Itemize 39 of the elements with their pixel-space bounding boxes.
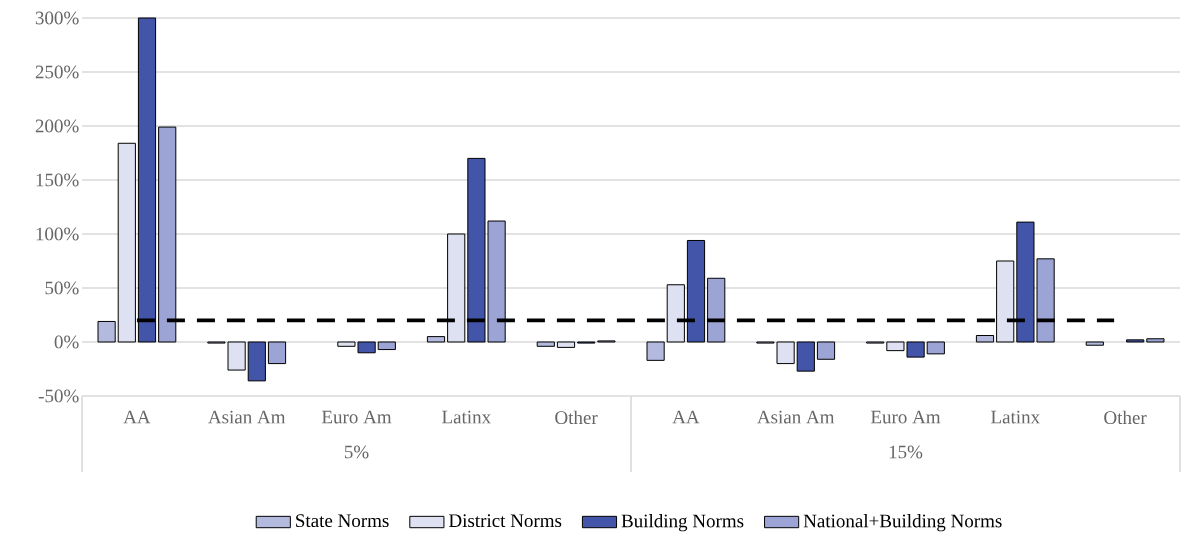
x-tick-label: Other bbox=[1104, 410, 1147, 425]
y-tick-label: 0% bbox=[54, 335, 79, 349]
x-tick-label: Asian Am bbox=[757, 410, 835, 424]
legend-label: Building Norms bbox=[621, 514, 744, 532]
x-tick-label: AA bbox=[123, 410, 151, 424]
bar bbox=[426, 336, 446, 343]
x-tick-label: AA bbox=[672, 410, 700, 424]
x-tick-label: Asian Am bbox=[208, 410, 286, 424]
bar bbox=[377, 341, 396, 351]
y-tick-label: -50% bbox=[38, 389, 79, 403]
bar bbox=[1126, 339, 1145, 343]
bar bbox=[1085, 341, 1104, 346]
legend-label: District Norms bbox=[448, 514, 562, 528]
text: 5% bbox=[344, 445, 369, 459]
bar bbox=[816, 341, 836, 360]
x-tick-label: Euro Am bbox=[870, 410, 941, 424]
bar bbox=[1146, 338, 1165, 343]
y-tick-label: 200% bbox=[35, 119, 79, 133]
bar bbox=[926, 341, 945, 355]
bar bbox=[556, 341, 576, 348]
y-tick-label: 300% bbox=[35, 11, 79, 25]
legend-label: State Norms bbox=[296, 514, 389, 528]
bar bbox=[97, 320, 116, 343]
x-tick-label: Latinx bbox=[442, 410, 491, 424]
bar bbox=[646, 341, 665, 361]
y-tick-label: 150% bbox=[36, 173, 79, 187]
bar bbox=[267, 341, 287, 365]
text: 15% bbox=[889, 445, 923, 459]
x-tick-label: Latinx bbox=[991, 410, 1040, 424]
y-tick-label: 250% bbox=[35, 65, 79, 79]
x-tick-label: Euro Am bbox=[321, 410, 392, 424]
x-tick-label: Other bbox=[555, 410, 598, 425]
legend-label: National+Building Norms bbox=[803, 514, 1002, 532]
bar bbox=[536, 341, 555, 347]
y-tick-label: 100% bbox=[36, 227, 79, 241]
bar bbox=[247, 341, 266, 382]
bar bbox=[975, 335, 995, 343]
bar bbox=[796, 341, 815, 372]
y-tick-label: 50% bbox=[45, 281, 79, 295]
